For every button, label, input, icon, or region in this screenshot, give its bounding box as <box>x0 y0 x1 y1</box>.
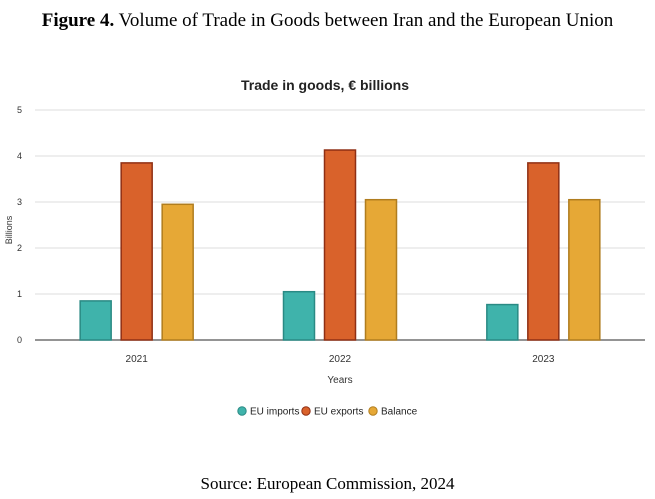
y-tick-label: 4 <box>17 151 22 161</box>
y-tick-label: 0 <box>17 335 22 345</box>
legend-marker <box>368 406 378 416</box>
y-axis-label: Billions <box>4 215 14 244</box>
bar-eu-exports-2023 <box>527 162 560 341</box>
y-tick-label: 2 <box>17 243 22 253</box>
figure-label: Figure 4. <box>41 10 115 31</box>
legend-label: Balance <box>381 407 418 418</box>
figure-caption: Figure 4. Volume of Trade in Goods betwe… <box>0 10 655 32</box>
figure-source: Source: European Commission, 2024 <box>200 474 455 493</box>
bar-balance-2021 <box>161 203 194 341</box>
bar-eu-exports-2022 <box>323 149 357 341</box>
bar-eu-imports-2023 <box>486 303 519 341</box>
x-tick-label: 2023 <box>532 354 555 365</box>
bar-eu-exports-2021 <box>120 162 153 341</box>
legend-marker <box>301 406 311 416</box>
legend-label: EU exports <box>314 407 363 418</box>
figure-title: Volume of Trade in Goods between Iran an… <box>118 10 614 31</box>
bar-balance-2022 <box>364 198 398 341</box>
bar-balance-2023 <box>568 198 601 341</box>
x-axis-label: Years <box>327 375 352 386</box>
x-tick-label: 2021 <box>126 354 149 365</box>
legend-marker <box>237 406 247 416</box>
bar-eu-imports-2021 <box>79 300 112 341</box>
x-tick-label: 2022 <box>329 354 352 365</box>
y-tick-label: 1 <box>17 289 22 299</box>
y-tick-label: 5 <box>17 105 22 115</box>
bar-eu-imports-2022 <box>282 290 316 341</box>
y-tick-label: 3 <box>17 197 22 207</box>
chart-title: Trade in goods, € billions <box>241 77 409 93</box>
legend-label: EU imports <box>250 407 299 418</box>
